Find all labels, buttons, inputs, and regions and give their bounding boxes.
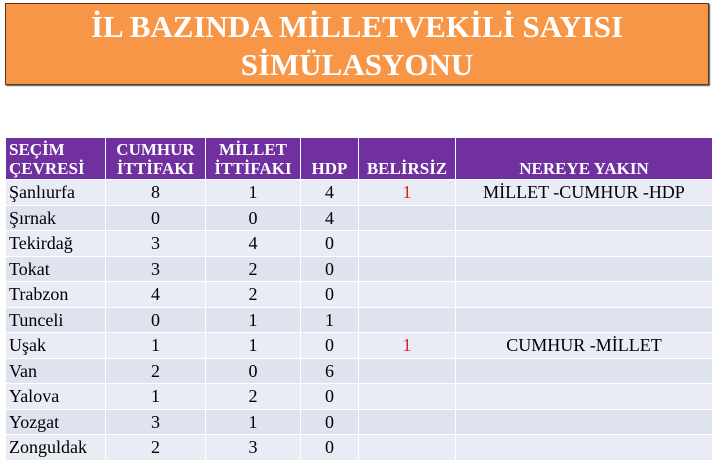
header-secim-line1: SEÇİM [9,140,65,159]
cell-nereye [455,281,713,308]
cell-millet: 1 [205,179,301,206]
cell-belirsiz [358,255,456,282]
cell-city: Uşak [5,332,106,359]
cell-millet: 0 [205,204,301,231]
table-row: Zonguldak 2 3 0 [5,434,713,461]
cell-cumhur: 0 [105,204,206,231]
cell-belirsiz [358,408,456,435]
cell-hdp: 0 [300,408,359,435]
deputy-table: SEÇİM ÇEVRESİ CUMHUR İTTİFAKI MİLLET İTTİFA… [5,137,713,461]
cell-hdp: 0 [300,434,359,461]
cell-belirsiz [358,306,456,333]
cell-millet: 4 [205,230,301,257]
cell-belirsiz [358,281,456,308]
header-cumhur-line2: İTTİFAKI [116,159,195,178]
cell-nereye [455,255,713,282]
cell-city: Yalova [5,383,106,410]
title-line-2: SİMÜLASYONU [240,47,474,82]
cell-cumhur: 3 [105,255,206,282]
cell-cumhur: 1 [105,383,206,410]
cell-hdp: 0 [300,383,359,410]
cell-nereye [455,230,713,257]
cell-cumhur: 2 [105,357,206,384]
cell-nereye: CUMHUR -MİLLET [455,332,713,359]
cell-belirsiz: 1 [358,179,456,206]
cell-hdp: 1 [300,306,359,333]
cell-nereye: MİLLET -CUMHUR -HDP [455,179,713,206]
cell-nereye [455,434,713,461]
cell-hdp: 0 [300,255,359,282]
table-row: Van 2 0 6 [5,357,713,384]
cell-millet: 2 [205,255,301,282]
table-row: Yozgat 3 1 0 [5,408,713,435]
cell-city: Şırnak [5,204,106,231]
cell-cumhur: 3 [105,408,206,435]
table-row: Tunceli 0 1 1 [5,306,713,333]
table-row: Tekirdağ 3 4 0 [5,230,713,257]
header-millet: MİLLET İTTİFAKI [205,137,301,180]
cell-millet: 1 [205,332,301,359]
cell-cumhur: 0 [105,306,206,333]
cell-belirsiz [358,230,456,257]
cell-nereye [455,408,713,435]
cell-city: Trabzon [5,281,106,308]
cell-millet: 2 [205,383,301,410]
cell-cumhur: 3 [105,230,206,257]
table-row: Trabzon 4 2 0 [5,281,713,308]
table-row: Şırnak 0 0 4 [5,204,713,231]
header-millet-line2: İTTİFAKI [214,159,292,178]
cell-millet: 3 [205,434,301,461]
header-cumhur: CUMHUR İTTİFAKI [105,137,206,180]
cell-city: Tunceli [5,306,106,333]
cell-cumhur: 8 [105,179,206,206]
cell-city: Zonguldak [5,434,106,461]
cell-city: Tokat [5,255,106,282]
cell-cumhur: 4 [105,281,206,308]
cell-belirsiz [358,357,456,384]
header-cumhur-line1: CUMHUR [116,140,195,159]
cell-belirsiz: 1 [358,332,456,359]
table-row: Yalova 1 2 0 [5,383,713,410]
cell-hdp: 0 [300,332,359,359]
cell-millet: 1 [205,306,301,333]
cell-millet: 2 [205,281,301,308]
header-belirsiz: BELİRSİZ [358,137,456,180]
cell-millet: 0 [205,357,301,384]
table-row: Tokat 3 2 0 [5,255,713,282]
header-row: SEÇİM ÇEVRESİ CUMHUR İTTİFAKI MİLLET İTTİFA… [5,137,713,180]
table-row: Uşak 1 1 0 1 CUMHUR -MİLLET [5,332,713,359]
cell-city: Van [5,357,106,384]
cell-belirsiz [358,204,456,231]
cell-nereye [455,383,713,410]
slide-title: İL BAZINDA MİLLETVEKİLİ SAYISI SİMÜLASYO… [5,3,709,85]
table-row: Şanlıurfa 8 1 4 1 MİLLET -CUMHUR -HDP [5,179,713,206]
cell-city: Tekirdağ [5,230,106,257]
cell-nereye [455,357,713,384]
cell-city: Yozgat [5,408,106,435]
cell-hdp: 4 [300,204,359,231]
cell-city: Şanlıurfa [5,179,106,206]
header-secim-line2: ÇEVRESİ [9,159,85,178]
cell-cumhur: 2 [105,434,206,461]
cell-nereye [455,306,713,333]
title-line-1: İL BAZINDA MİLLETVEKİLİ SAYISI [90,9,624,44]
cell-hdp: 0 [300,281,359,308]
cell-belirsiz [358,383,456,410]
cell-millet: 1 [205,408,301,435]
cell-hdp: 6 [300,357,359,384]
header-secim: SEÇİM ÇEVRESİ [5,137,106,180]
cell-hdp: 4 [300,179,359,206]
header-millet-line1: MİLLET [218,140,288,159]
header-nereye: NEREYE YAKIN [455,137,713,180]
cell-cumhur: 1 [105,332,206,359]
cell-belirsiz [358,434,456,461]
cell-nereye [455,204,713,231]
cell-hdp: 0 [300,230,359,257]
header-hdp: HDP [300,137,359,180]
